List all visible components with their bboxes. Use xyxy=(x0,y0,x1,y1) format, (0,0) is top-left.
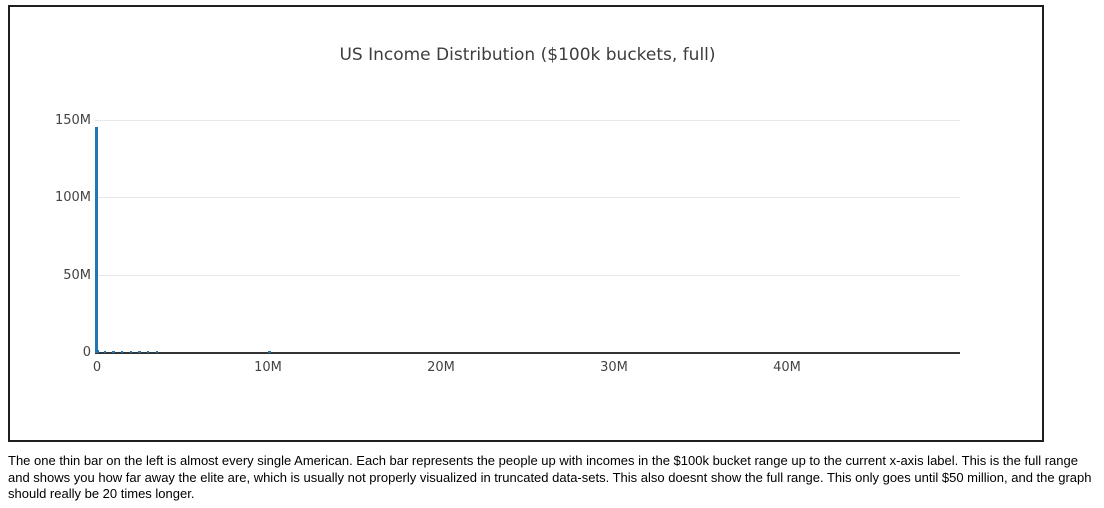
x-tick-label: 20M xyxy=(427,360,455,375)
bar xyxy=(96,349,100,353)
x-tick-label: 0 xyxy=(92,360,102,375)
gridline xyxy=(95,197,960,198)
bar xyxy=(112,351,115,353)
y-tick-label: 0 xyxy=(82,345,91,360)
y-tick-label: 50M xyxy=(63,267,91,283)
bar xyxy=(268,351,271,353)
gridline xyxy=(95,119,960,121)
bar xyxy=(103,351,107,353)
x-tick-label: 30M xyxy=(600,360,628,375)
y-tick-label: 150M xyxy=(54,112,91,128)
bar xyxy=(120,351,124,353)
bar xyxy=(95,126,98,353)
x-tick-label: 40M xyxy=(773,360,801,375)
chart-title: US Income Distribution ($100k buckets, f… xyxy=(339,45,716,65)
x-axis-line xyxy=(95,352,960,354)
plot-area xyxy=(95,115,960,354)
y-tick-label: 100M xyxy=(54,190,91,205)
bar xyxy=(129,351,133,353)
bar xyxy=(155,351,159,353)
bar xyxy=(146,351,150,353)
x-tick-label: 10M xyxy=(254,360,282,375)
bar xyxy=(138,351,141,353)
chart-card: US Income Distribution ($100k buckets, f… xyxy=(8,5,1044,442)
gridline xyxy=(95,274,960,276)
chart-caption: The one thin bar on the left is almost e… xyxy=(8,453,1092,501)
